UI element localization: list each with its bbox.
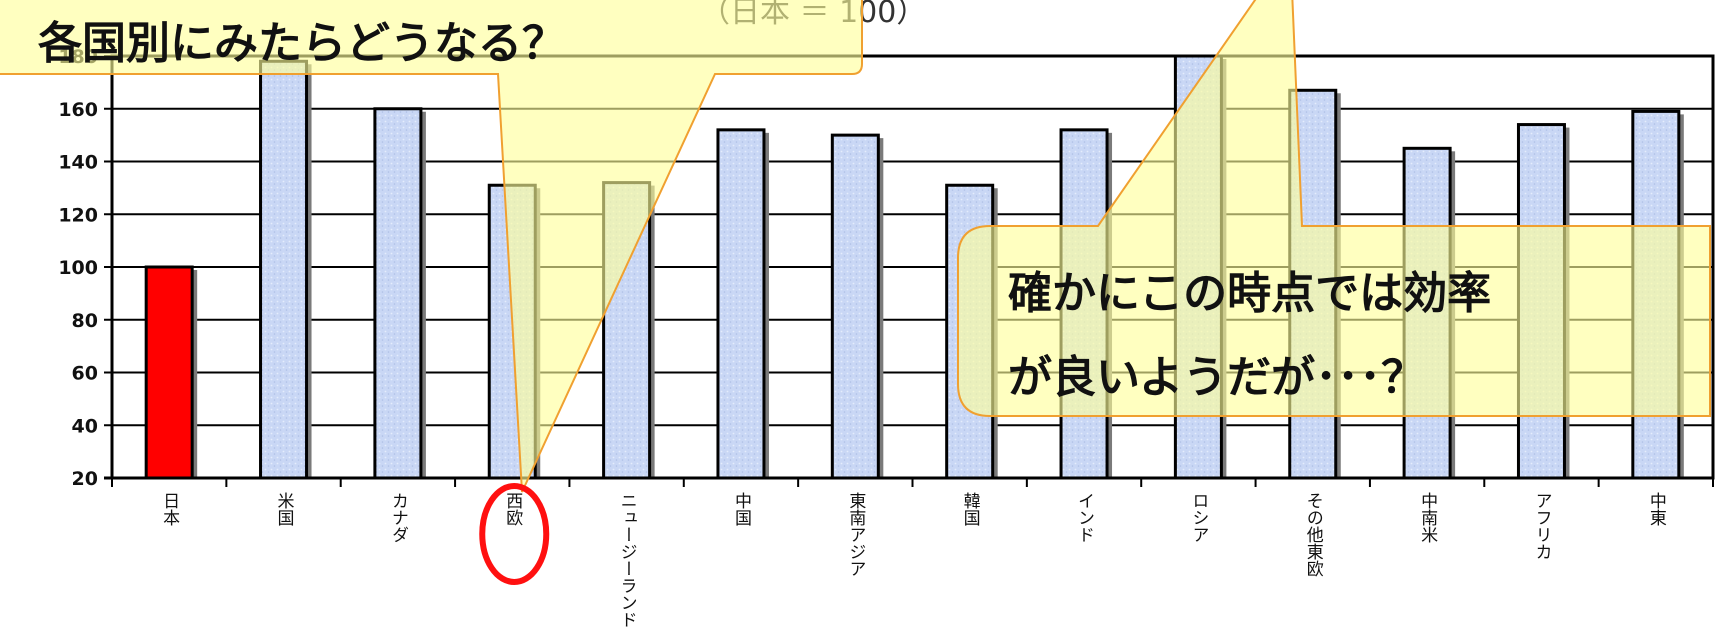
x-category-label: 西欧 — [502, 492, 522, 526]
y-tick-label: 20 — [72, 468, 98, 490]
right-callout-line2: が良いようだが･･･？ — [1008, 352, 1425, 403]
y-tick-label: 100 — [58, 257, 98, 279]
bar-米国 — [259, 59, 309, 480]
x-category-label: カナダ — [388, 492, 408, 543]
x-category-label: アフリカ — [1531, 492, 1551, 560]
x-category-label: 東南アジア — [845, 492, 866, 577]
y-tick-label: 120 — [58, 204, 98, 226]
bar-日本 — [144, 265, 194, 480]
y-tick-label: 140 — [58, 152, 98, 174]
x-category-label: 日本 — [159, 492, 180, 526]
y-tick-label: 80 — [72, 310, 98, 332]
x-category-label: 米国 — [274, 492, 295, 526]
x-category-label: 中南米 — [1417, 492, 1438, 543]
x-category-label: ロシア — [1188, 492, 1208, 543]
right-callout-bubble — [957, 0, 1711, 417]
x-category-label: 中国 — [731, 492, 751, 526]
bar-中国 — [716, 128, 766, 480]
x-category-label: ニュージーランド — [617, 492, 637, 628]
y-tick-label: 160 — [58, 99, 98, 121]
x-category-label: 韓国 — [960, 492, 981, 526]
top-left-callout-bubble — [0, 0, 863, 493]
bar-東南アジア — [830, 133, 880, 480]
x-category-label: インド — [1074, 492, 1094, 543]
right-callout-line1: 確かにこの時点では効率 — [1008, 268, 1491, 319]
x-category-label: 中東 — [1646, 492, 1667, 526]
y-tick-label: 60 — [72, 363, 98, 385]
x-category-label: その他東欧 — [1303, 492, 1324, 577]
top-left-callout-text: 各国別にみたらどうなる？ — [38, 18, 566, 69]
highlight-circle — [479, 483, 550, 585]
y-tick-label: 40 — [72, 415, 98, 437]
bar-カナダ — [373, 107, 423, 480]
